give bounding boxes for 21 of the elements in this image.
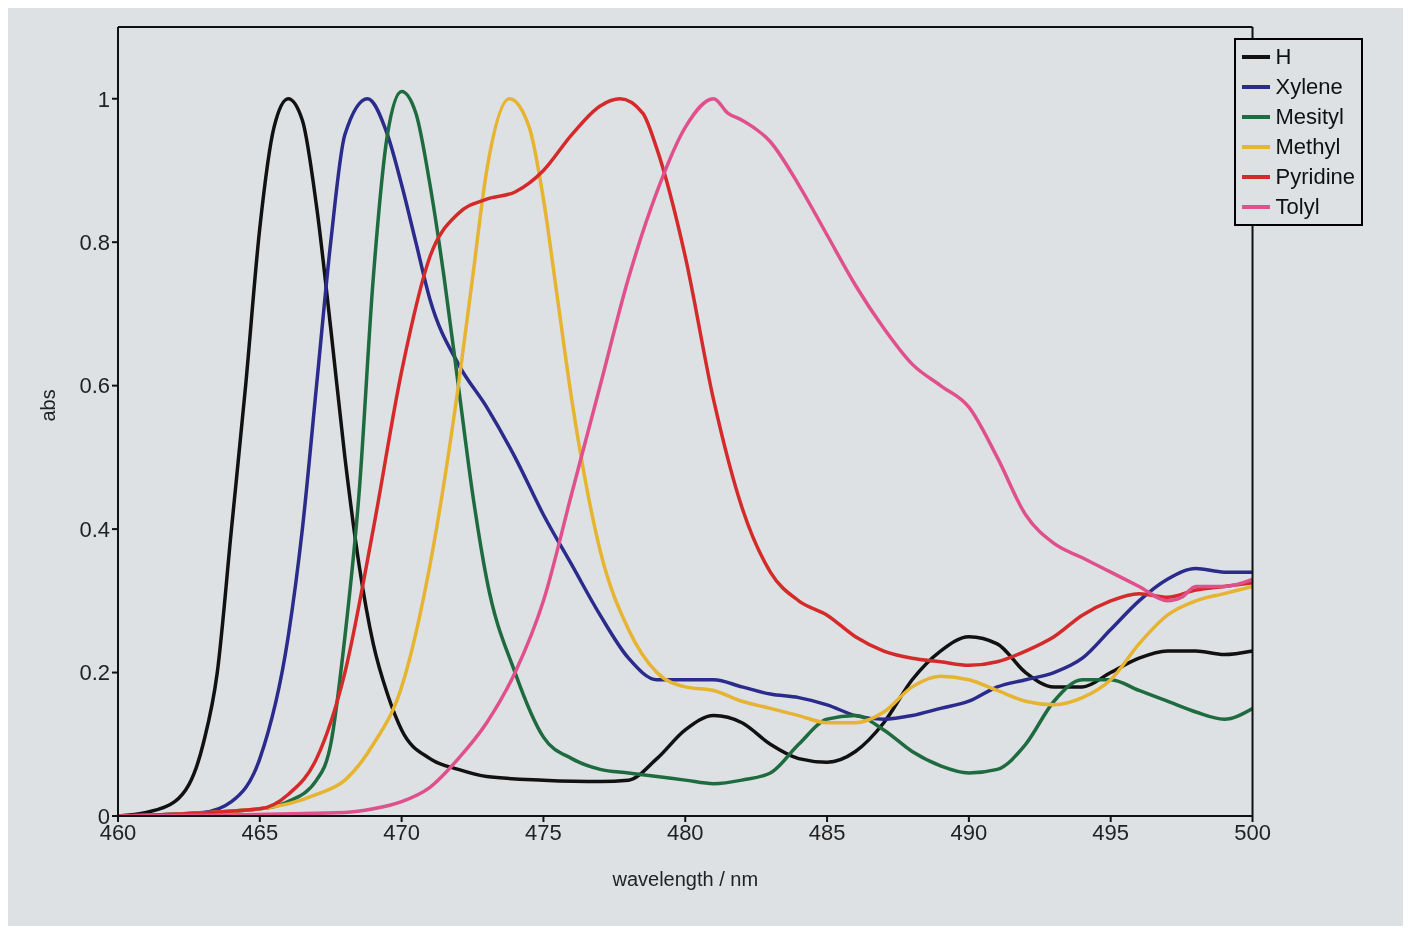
legend-label: Methyl xyxy=(1275,133,1341,161)
legend-label: Tolyl xyxy=(1275,193,1320,221)
x-axis-title: wavelength / nm xyxy=(611,868,759,890)
x-tick-label: 490 xyxy=(950,819,988,845)
legend-label: Xylene xyxy=(1275,73,1343,101)
x-tick-label: 465 xyxy=(241,819,279,845)
y-tick-label: 1 xyxy=(97,86,110,112)
legend-label: H xyxy=(1275,43,1292,71)
x-tick-label: 475 xyxy=(525,819,562,845)
x-tick-label: 485 xyxy=(808,819,846,845)
x-tick-label: 500 xyxy=(1234,819,1271,845)
y-tick-label: 0.6 xyxy=(79,373,110,399)
y-tick-label: 0.4 xyxy=(79,516,110,542)
x-tick-label: 495 xyxy=(1092,819,1130,845)
y-axis-title: abs xyxy=(37,389,60,422)
x-tick-label: 470 xyxy=(383,819,420,845)
y-tick-label: 0.2 xyxy=(79,660,110,686)
y-tick-label: 0.8 xyxy=(79,229,110,255)
legend-label: Pyridine xyxy=(1275,163,1355,191)
x-tick-label: 480 xyxy=(666,819,704,845)
legend-label: Mesityl xyxy=(1275,103,1344,131)
